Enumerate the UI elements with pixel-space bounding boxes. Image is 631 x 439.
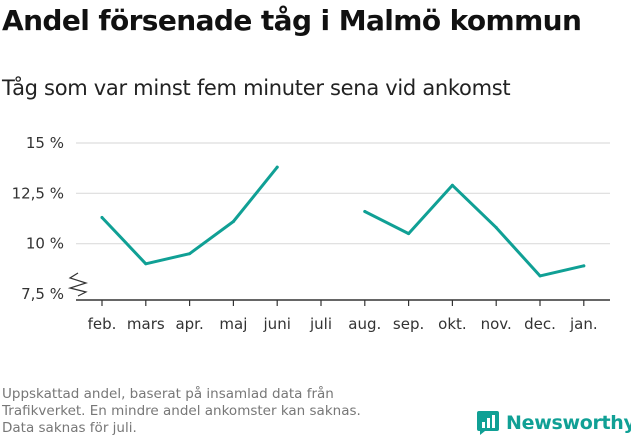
x-tick-label: nov. [481, 315, 512, 333]
x-tick-label: dec. [524, 315, 556, 333]
x-tick-label: juli [309, 315, 332, 333]
y-axis-ticks: 7,5 % 10 % 12,5 % 15 % [12, 134, 89, 303]
series-line [100, 165, 586, 278]
axis-break-mark [67, 272, 89, 297]
footnote-line: Trafikverket. En mindre andel ankomster … [2, 403, 361, 419]
gridlines [76, 142, 610, 245]
x-tick-label: jan. [569, 315, 598, 333]
x-tick-label: sep. [393, 315, 424, 333]
brand: Newsworthy [476, 408, 631, 438]
x-axis: feb. mars apr. maj juni juli aug. sep. okt. nov. d… [76, 299, 610, 333]
brand-name: Newsworthy [506, 412, 631, 434]
x-tick-label: maj [219, 315, 247, 333]
chart-subtitle: Tåg som var minst fem minuter sena vid a… [2, 76, 511, 100]
series-line-segment [100, 165, 279, 266]
footnote-line: Data saknas för juli. [2, 420, 137, 436]
y-tick-label: 7,5 % [21, 285, 64, 303]
y-tick-label: 15 % [26, 134, 64, 152]
y-tick-label: 10 % [26, 235, 64, 253]
x-tick-label: feb. [88, 315, 117, 333]
footnote-line: Uppskattad andel, baserat på insamlad da… [2, 386, 334, 402]
series-line-segment [363, 183, 586, 278]
x-tick-label: mars [127, 315, 165, 333]
x-tick-label: apr. [175, 315, 203, 333]
x-tick-label: juni [263, 315, 291, 333]
bar-chart-badge-icon [477, 411, 499, 435]
y-tick-label: 12,5 % [12, 184, 64, 202]
x-tick-label: aug. [348, 315, 381, 333]
footnote: Uppskattad andel, baserat på insamlad da… [2, 386, 442, 437]
chart-title: Andel försenade tåg i Malmö kommun [2, 4, 582, 37]
x-tick-label: okt. [438, 315, 467, 333]
line-chart: 7,5 %10 %12,5 %15 % feb. mars apr. maj juni j… [12, 134, 610, 333]
